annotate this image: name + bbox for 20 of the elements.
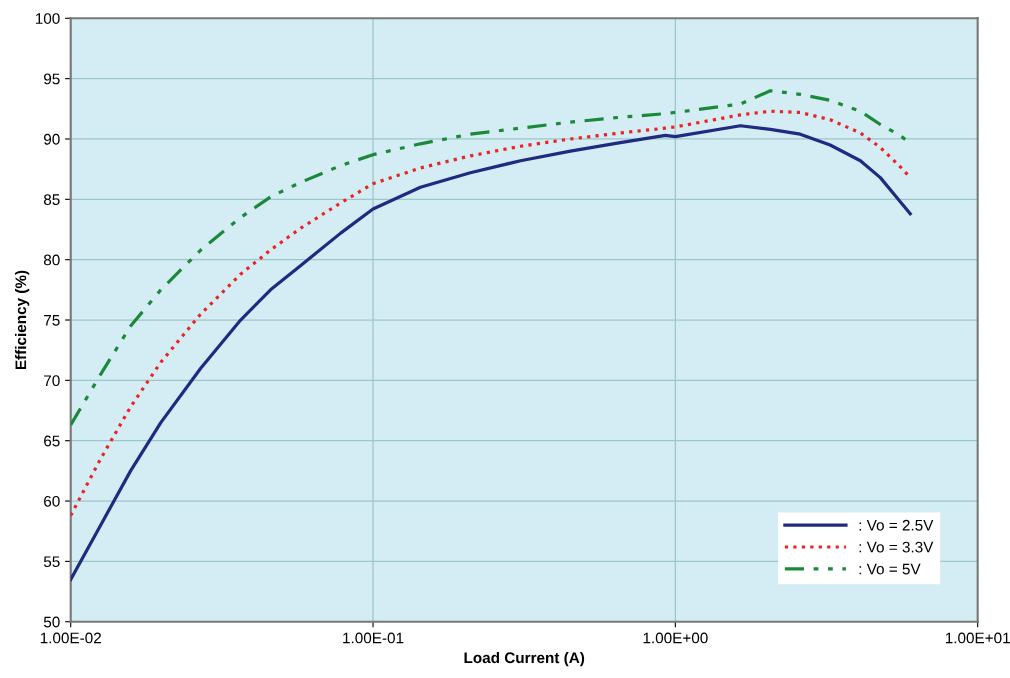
y-tick-label: 75: [44, 315, 60, 326]
x-tick-label: 1.00E+01: [945, 632, 1010, 644]
x-tick-label: 1.00E-02: [40, 632, 101, 644]
y-tick-label: 60: [44, 495, 60, 507]
y-tick-label: 65: [44, 435, 60, 447]
y-tick-label: 80: [43, 254, 60, 266]
x-axis-title: Load Current (A): [464, 651, 585, 667]
y-tick-label: 70: [44, 375, 60, 387]
y-tick-label: 85: [43, 194, 60, 206]
y-tick-label: 50: [43, 616, 60, 628]
x-tick-label: 1.00E-01: [343, 632, 404, 644]
legend-label: : Vo = 2.5V: [859, 519, 934, 531]
y-tick-label: 95: [44, 73, 60, 85]
y-tick-label: 90: [44, 133, 60, 145]
y-axis-title: Efficiency (%): [15, 270, 30, 370]
legend-label: : Vo = 5V: [859, 563, 921, 575]
y-tick-label: 55: [43, 556, 60, 568]
legend-label: : Vo = 3.3V: [859, 541, 934, 553]
y-tick-label: 100: [35, 13, 60, 24]
x-tick-label: 1.00E+00: [643, 632, 708, 644]
